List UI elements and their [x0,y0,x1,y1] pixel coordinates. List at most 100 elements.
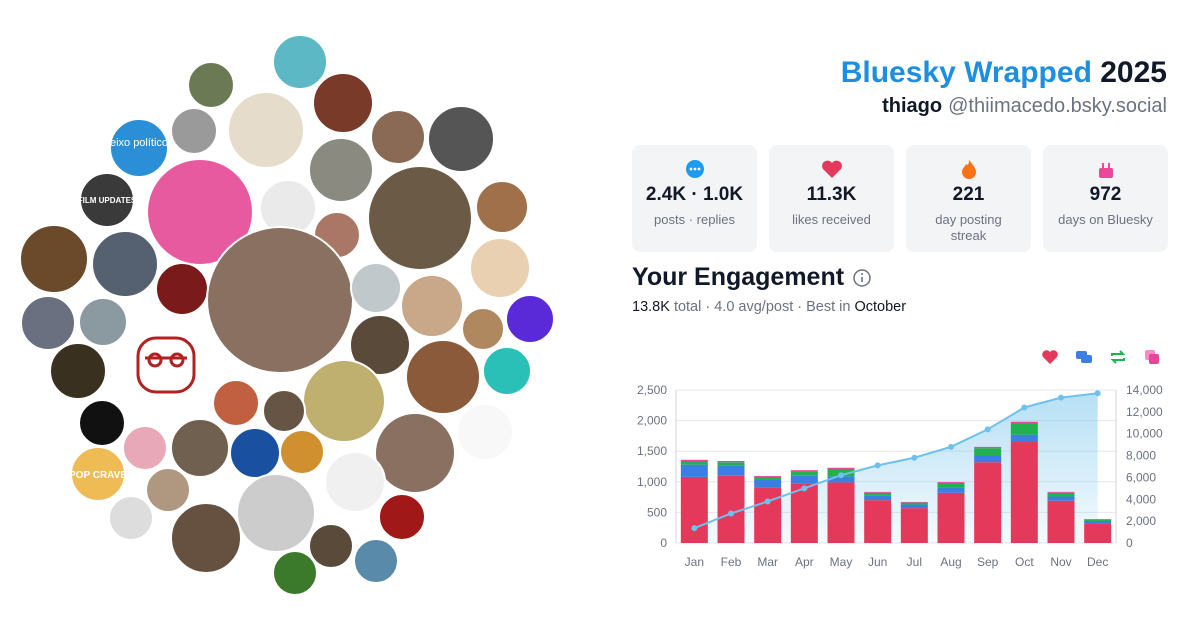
tick-label: 8,000 [1126,449,1156,463]
stat-value: 221 [952,184,985,205]
tick-label: 10,000 [1126,427,1163,441]
legend-icon [1042,350,1058,364]
bar-segment [1010,421,1038,424]
tick-label: 14,000 [1126,383,1163,397]
avatar-label: POP CRAVE [69,470,127,481]
bar-segment [864,495,892,501]
summary: 13.8K total · 4.0 avg/post · Best in Oct… [632,299,906,315]
display-name: thiago [882,95,943,117]
tick-label: 12,000 [1126,405,1163,419]
title-text: Bluesky Wrapped [840,56,1092,89]
stat-label: likes received [792,212,871,227]
x-tick-label: Jul [907,555,922,569]
bar-segment [717,462,745,466]
tick-label: 500 [647,505,667,519]
x-tick-label: Mar [757,555,778,569]
sketch-logo [136,336,196,394]
stat-label: day posting streak [935,212,1002,243]
bar-segment [1010,442,1038,543]
bar-segment [790,483,818,543]
bar-segment [937,483,965,488]
tick-label: 0 [660,536,667,550]
x-tick-label: May [830,555,853,569]
stat-value: 972 [1089,184,1122,205]
x-tick-label: Dec [1087,555,1108,569]
bar-segment [790,470,818,472]
legend-icon [1076,351,1092,363]
bar-segment [864,492,892,496]
bar-segment [680,476,708,543]
point [874,462,881,469]
tick-label: 0 [1126,536,1133,550]
x-tick-label: Nov [1050,555,1071,569]
point [764,498,771,505]
bar-segment [1010,423,1038,435]
tick-label: 6,000 [1126,470,1156,484]
bar-segment [1010,434,1038,443]
tick-label: 4,000 [1126,492,1156,506]
x-tick-label: Jun [868,555,887,569]
x-tick-label: Jan [685,555,704,569]
point [801,485,808,492]
bar-segment [1047,496,1075,501]
bar-segment [1047,491,1075,493]
best-month: October [854,299,907,315]
icon [961,160,976,179]
bar-segment [717,460,745,463]
tick-label: 1,500 [637,444,667,458]
point [838,472,844,479]
point [691,525,698,532]
bar-segment [827,467,855,469]
bar-segment [717,465,745,476]
bar-segment [1084,520,1112,524]
icon [821,160,842,178]
bar-segment [1084,523,1112,543]
x-tick-label: Aug [940,555,961,569]
icon [1098,163,1113,178]
bar-segment [900,502,928,505]
legend-icon [1145,350,1159,364]
bar-segment [974,455,1002,463]
bar-segment [790,475,818,484]
legend-icon [1110,350,1126,364]
bar-segment [754,479,782,488]
point [948,443,954,450]
stat-card: 972 days on Bluesky [1043,145,1168,252]
stat-card: 221 day posting streak [906,145,1031,252]
bar-segment [1047,492,1075,497]
avatar-cloud: eixo político FILM UPDATES POP CRAVE [19,34,555,596]
bar-segment [717,475,745,543]
bar-segment [864,491,892,493]
tick-label: 2,000 [1126,514,1156,528]
bar-segment [754,475,782,477]
bar-segment [1084,519,1112,521]
bar-segment [680,464,708,477]
stat-value: 11.3K [806,184,857,205]
bar-segment [937,492,965,543]
bar-segment [974,462,1002,543]
bar-segment [937,482,965,484]
x-tick-label: Apr [795,555,814,569]
point [911,454,918,461]
bar-segment [864,500,892,543]
bar-segment [1047,500,1075,543]
bar-segment [827,476,855,483]
tick-label: 1,000 [637,475,667,489]
section-title: Your Engagement [632,263,845,291]
x-tick-label: Sep [977,555,999,569]
bar-segment [974,446,1002,449]
bar-segment [754,476,782,480]
stat-label: posts · replies [654,212,735,227]
stat-card: 2.4K · 1.0K posts · replies [632,145,757,252]
summary-text: total · 4.0 avg/post · Best in [673,299,851,315]
avatars [19,34,555,596]
x-tick-label: Feb [721,555,742,569]
total: 13.8K [632,299,670,315]
info-icon[interactable] [852,268,872,288]
stat-label: days on Bluesky [1058,212,1153,227]
tick-label: 2,000 [637,414,667,428]
bar-segment [754,487,782,543]
bar-segment [900,501,928,503]
